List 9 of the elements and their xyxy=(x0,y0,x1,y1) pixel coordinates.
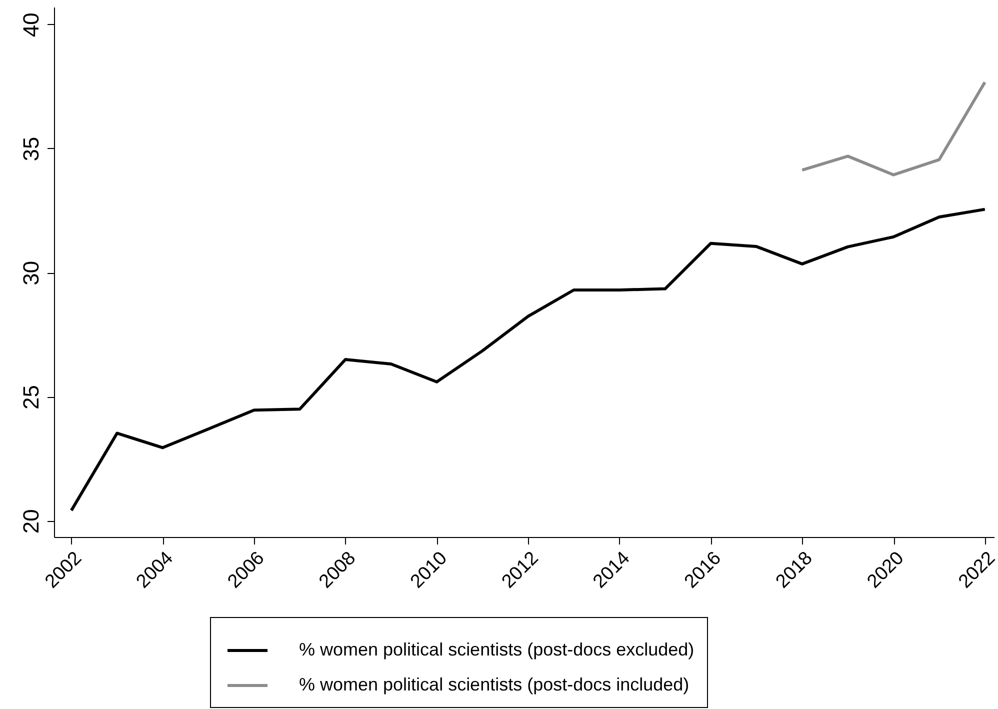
line-series xyxy=(70,208,986,512)
y-tick-label: 35 xyxy=(18,136,44,162)
y-tick-label: 20 xyxy=(18,509,44,534)
legend-label: % women political scientists (post-docs included) xyxy=(299,674,690,694)
legend-label: % women political scientists (post-docs excluded) xyxy=(299,640,694,660)
y-tick-label: 25 xyxy=(18,385,44,410)
y-tick-label: 40 xyxy=(18,12,44,38)
line-series xyxy=(800,80,986,176)
y-tick-label: 30 xyxy=(18,260,44,286)
